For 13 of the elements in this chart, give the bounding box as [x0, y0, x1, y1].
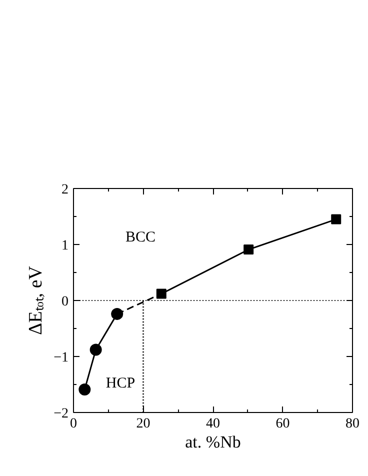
annotation: BCC — [125, 230, 156, 246]
y-tick-label: 2 — [62, 182, 68, 198]
y-tick-label: 1 — [62, 238, 68, 254]
x-tick-label: 20 — [136, 416, 150, 432]
y-tick-label: −2 — [54, 406, 69, 422]
x-tick-label: 80 — [346, 416, 360, 432]
y-tick-label: 0 — [62, 294, 68, 310]
x-axis-title: at. %Nb — [185, 432, 241, 452]
y-axis-title: ΔEₜₒₜ, eV — [26, 266, 47, 335]
y-tick-label: −1 — [54, 350, 69, 366]
x-tick-label: 40 — [206, 416, 220, 432]
x-tick-label: 60 — [276, 416, 290, 432]
annotation: HCP — [106, 376, 136, 392]
